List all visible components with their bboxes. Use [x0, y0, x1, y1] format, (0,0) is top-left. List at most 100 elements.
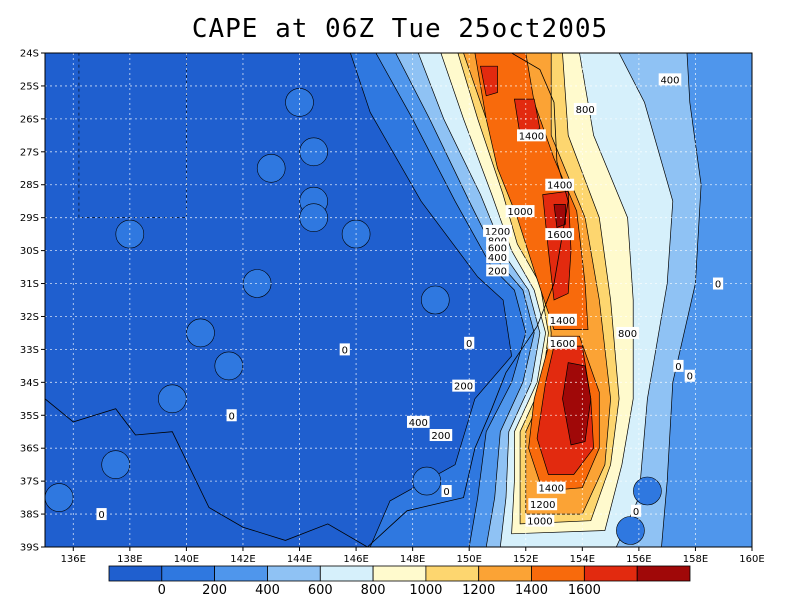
colorbar-swatch — [319, 565, 374, 582]
y-tick-label: 39S — [20, 543, 39, 554]
x-axis-ticks: 136E 138E 140E 142E 144E 146E 148E 150E 152E 154E… — [61, 547, 765, 565]
contour-label-bg — [483, 224, 512, 237]
y-tick-label: 28S — [20, 180, 39, 191]
grid-lines — [45, 53, 752, 547]
contour-label: 1000 — [525, 514, 555, 528]
contour-label-bg — [630, 504, 642, 517]
contour-label: 200 — [452, 379, 475, 393]
contour-labels: 4008001400140010001200800600400200160001… — [96, 73, 724, 528]
contour-label-text: 400 — [409, 418, 428, 429]
colorbar-swatch — [214, 565, 268, 582]
y-tick-label: 36S — [20, 444, 39, 455]
contour-label-text: 0 — [675, 362, 681, 373]
contour-label-bg — [452, 379, 475, 392]
contour-label: 200 — [429, 429, 453, 442]
contour-label-bg — [406, 415, 430, 428]
contour-label-text: 800 — [618, 329, 637, 340]
contour-label: 0 — [96, 508, 107, 521]
contour-label-bg — [545, 178, 575, 191]
contour-label-text: 1600 — [547, 230, 572, 241]
contour-label-text: 1000 — [527, 517, 552, 528]
colorbar-label: 800 — [361, 583, 386, 598]
contour-label-text: 0 — [466, 339, 472, 350]
contour-label: 0 — [464, 336, 475, 350]
contour-label-bg — [226, 409, 237, 422]
contour-label-text: 0 — [687, 372, 693, 383]
contour-label-text: 400 — [488, 253, 507, 264]
contour-label: 0 — [712, 277, 724, 291]
y-tick-label: 32S — [20, 312, 39, 323]
colorbar-label: 400 — [255, 583, 280, 598]
contour-label-text: 1600 — [550, 339, 575, 350]
y-tick-label: 30S — [20, 246, 39, 257]
x-tick-label: 146E — [343, 554, 368, 565]
contour-label-text: 1400 — [519, 131, 544, 142]
contour-label-text: 200 — [431, 431, 450, 442]
contour-label-text: 0 — [98, 510, 104, 521]
contour-label-text: 200 — [454, 382, 473, 393]
x-tick-label: 150E — [456, 554, 481, 565]
x-tick-label: 144E — [287, 554, 312, 565]
contour-label-text: 1400 — [550, 316, 575, 327]
cape-blob — [299, 137, 329, 167]
y-tick-label: 31S — [20, 279, 39, 290]
cape-blob — [299, 203, 329, 232]
contour-label: 0 — [441, 485, 452, 498]
y-tick-label: 24S — [20, 49, 39, 60]
contour-label: 0 — [684, 369, 695, 383]
colorbar-swatch — [584, 565, 638, 582]
contour-label-bg — [548, 313, 577, 326]
y-tick-label: 25S — [20, 81, 39, 92]
y-tick-label: 35S — [20, 411, 39, 422]
contour-label: 200 — [486, 264, 509, 277]
y-axis-ticks: 24S 25S 26S 27S 28S 29S 30S 31S 32S 33S 34S 35S 36S 3… — [20, 49, 45, 554]
y-tick-label: 37S — [20, 477, 39, 488]
contour-label-text: 0 — [715, 280, 721, 291]
contour-label: 600 — [486, 241, 509, 254]
colorbar: 0 200 400 600 800 1000 1200 1400 1600 — [108, 565, 691, 598]
contour-label-text: 0 — [633, 507, 639, 518]
cape-blob — [616, 516, 645, 545]
y-tick-label: 38S — [20, 510, 39, 521]
contour-label-bg — [486, 251, 509, 264]
cape-blob-layer — [45, 53, 662, 545]
contour-label: 1200 — [483, 224, 512, 238]
colorbar-label: 200 — [202, 583, 227, 598]
x-tick-label: 152E — [513, 554, 538, 565]
contour-label-text: 400 — [660, 75, 679, 86]
contour-label-text: 1400 — [538, 484, 563, 495]
contour-label-bg — [464, 336, 475, 349]
y-tick-label: 34S — [20, 378, 39, 389]
contour-label-bg — [339, 343, 350, 356]
contour-label: 1400 — [517, 129, 546, 142]
plot-frame — [44, 52, 753, 548]
contour-label-bg — [486, 264, 509, 277]
contour-label: 0 — [339, 343, 350, 356]
contour-label-bg — [673, 359, 684, 372]
y-tick-label: 29S — [20, 213, 39, 224]
contour-label: 400 — [658, 73, 682, 86]
colorbar-label: 1200 — [462, 583, 495, 598]
colorbar-label: 1400 — [515, 583, 548, 598]
cape-blob — [186, 318, 215, 348]
cape-blob — [158, 384, 187, 414]
contour-label: 800 — [573, 102, 597, 116]
contour-label-bg — [528, 498, 558, 511]
contour-label: 800 — [616, 326, 639, 340]
contour-label: 1600 — [548, 336, 577, 350]
x-tick-label: 140E — [174, 554, 199, 565]
x-tick-label: 148E — [400, 554, 425, 565]
x-tick-label: 142E — [230, 554, 255, 565]
contour-label-bg — [573, 102, 597, 115]
contour-label-bg — [536, 481, 566, 494]
cape-blob — [256, 154, 286, 183]
plot-area — [45, 53, 752, 547]
band-above-1600-n — [553, 204, 566, 228]
colorbar-label: 600 — [308, 583, 333, 598]
contour-label-text: 1400 — [547, 181, 572, 192]
x-tick-label: 158E — [683, 554, 708, 565]
contour-label-bg — [486, 241, 509, 254]
colorbar-swatch — [636, 565, 691, 582]
contour-label-bg — [548, 336, 577, 349]
x-tick-label: 138E — [117, 554, 142, 565]
